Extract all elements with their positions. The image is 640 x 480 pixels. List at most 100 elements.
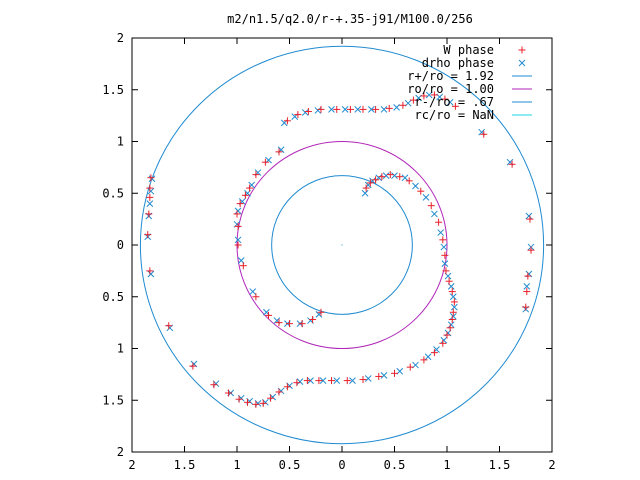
w-phase-point: [236, 200, 244, 208]
w-phase-point: [225, 389, 233, 397]
w-phase-point: [480, 130, 488, 138]
w-phase-point: [241, 191, 249, 199]
w-phase-point: [286, 320, 293, 328]
axis-ticks: 2 1.5 1 0.5 0 0.5 1 1.5 221.510.500.511.52: [102, 31, 555, 472]
drho-phase-point: [380, 106, 388, 113]
w-phase-point: [420, 92, 428, 100]
drho-phase-point: [147, 270, 155, 278]
w-phase-point: [252, 293, 260, 301]
w-phase-point: [522, 303, 530, 311]
x-tick-label: 0.5: [279, 458, 301, 472]
drho-phase-point: [382, 172, 390, 180]
drho-phase-point: [368, 106, 375, 113]
origin-dot: [341, 244, 343, 246]
drho-phase-point: [446, 98, 454, 106]
w-phase-point: [261, 158, 269, 166]
y-tick-label: 1.5: [102, 83, 124, 97]
w-phase-point: [146, 267, 154, 275]
drho-phase-point: [361, 189, 369, 197]
y-tick-label: 0.5: [102, 290, 124, 304]
w-phase-point: [144, 231, 152, 239]
w-phase-point: [446, 324, 454, 332]
w-phase-point: [448, 316, 456, 324]
legend-marker-plus: [518, 46, 526, 54]
w-phase-point: [372, 176, 380, 184]
drho-phase-point: [525, 212, 533, 220]
drho-phase-point: [147, 187, 155, 195]
drho-phase-point: [440, 336, 448, 344]
w-phase-point: [508, 160, 516, 168]
drho-phase-point: [314, 107, 322, 114]
w-phase-point: [450, 298, 458, 306]
drho-phase-point: [412, 182, 419, 190]
w-phase-point: [145, 210, 153, 218]
drho-phase-point: [146, 200, 154, 207]
drho-phase-point: [449, 293, 457, 301]
w-phase-point: [442, 267, 450, 275]
w-phase-point: [451, 102, 459, 110]
chart-title: m2/n1.5/q2.0/r-+.35-j91/M100.0/256: [227, 12, 473, 26]
w-phase-point: [406, 363, 414, 371]
w-phase-point: [366, 179, 374, 187]
drho-phase-point: [449, 313, 457, 320]
drho-phase-point: [148, 175, 156, 183]
w-phase-point: [303, 377, 311, 385]
w-phase-point: [430, 349, 438, 357]
legend-label: r-/ro = .67: [415, 95, 494, 109]
w-phase-point: [283, 383, 291, 391]
drho-phase-point: [401, 174, 409, 182]
w-phase-point: [244, 398, 251, 406]
w-phase-point: [343, 377, 351, 385]
w-phase-point: [246, 184, 254, 192]
x-tick-label: 1: [443, 458, 450, 472]
legend-label: rc/ro = NaN: [415, 108, 494, 122]
w-phase-point: [267, 394, 275, 402]
drho-phase-point: [440, 243, 448, 251]
w-phase-point: [317, 308, 325, 316]
w-phase-point: [234, 241, 242, 249]
y-tick-label: 0: [117, 238, 124, 252]
w-phase-point: [346, 105, 354, 113]
legend-marker-x: [518, 59, 526, 67]
w-phase-point: [420, 356, 428, 364]
w-phase-point: [317, 105, 325, 113]
drho-phase-point: [341, 106, 349, 113]
drho-phase-point: [523, 283, 531, 290]
w-phase-point: [328, 377, 335, 385]
drho-phase-point: [447, 321, 455, 329]
w-phase-point: [385, 104, 393, 112]
w-phase-point: [293, 379, 301, 387]
w-phase-point: [396, 173, 404, 181]
w-phase-point: [430, 91, 438, 99]
x-tick-label: 0.5: [384, 458, 406, 472]
w-phase-point: [417, 187, 425, 195]
w-phase-point: [259, 399, 267, 407]
legend-label: W phase: [443, 43, 494, 57]
w-phase-point: [359, 376, 367, 384]
circle-0: [139, 45, 545, 445]
x-tick-label: 2: [548, 458, 555, 472]
w-phase-point: [359, 105, 367, 113]
drho-phase-point: [441, 260, 449, 267]
w-phase-point: [333, 105, 341, 113]
w-phase-point: [439, 236, 447, 244]
data-points: [144, 91, 535, 408]
w-phase-point: [275, 319, 283, 327]
drho-phase-point: [328, 106, 335, 113]
drho-phase-point: [391, 172, 398, 180]
w-phase-point: [294, 111, 302, 119]
drho-phase-point: [301, 109, 309, 116]
w-phase-point: [372, 105, 380, 113]
w-phase-point: [448, 288, 456, 296]
drho-phase-point: [424, 353, 432, 361]
drho-phase-point: [319, 377, 327, 384]
w-phase-point: [526, 215, 534, 223]
w-phase-point: [449, 308, 457, 316]
w-phase-point: [527, 246, 535, 254]
w-phase-point: [439, 339, 447, 347]
drho-phase-point: [393, 103, 400, 111]
w-phase-point: [315, 377, 323, 385]
w-phase-point: [252, 171, 260, 179]
reference-circles: [139, 45, 545, 445]
